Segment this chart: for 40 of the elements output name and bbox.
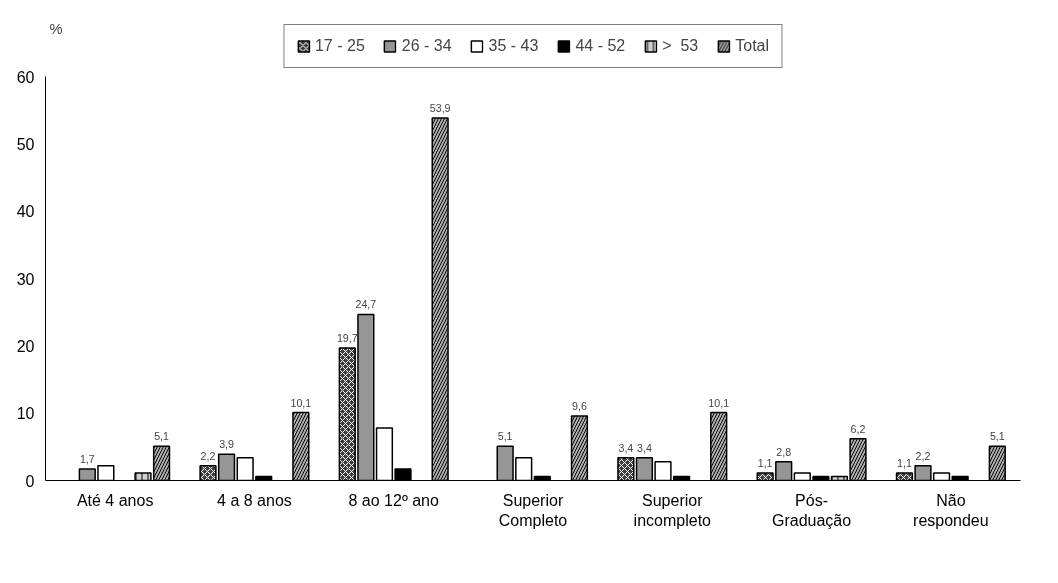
x-tick-label: 4 a 8 anos: [217, 491, 292, 509]
x-tick-label: Até 4 anos: [76, 491, 154, 509]
data-label: 2,2: [915, 449, 931, 462]
data-label: 2,8: [776, 445, 792, 458]
y-tick-label: 10: [16, 405, 35, 423]
data-label: 10,1: [708, 396, 730, 409]
data-label: 5,1: [989, 430, 1005, 443]
data-label: 3,4: [637, 441, 652, 454]
x-tick-label: Superior Completo: [498, 491, 568, 529]
y-tick-label: 0: [25, 472, 35, 490]
y-tick-label: 30: [16, 270, 35, 288]
data-label: 9,6: [572, 399, 587, 412]
x-tick-label: 8 ao 12º ano: [348, 491, 439, 509]
data-label: 53,9: [429, 102, 451, 115]
y-tick-label: 60: [16, 68, 35, 86]
data-label: 1,7: [79, 453, 95, 466]
data-label: 24,7: [355, 298, 377, 311]
legend-label: 44 - 52: [575, 37, 626, 55]
data-label: 5,1: [497, 430, 513, 443]
x-tick-label: Superior incompleto: [633, 491, 712, 529]
legend-label: 35 - 43: [488, 37, 539, 55]
legend-label: 17 - 25: [314, 37, 365, 55]
y-tick-label: 40: [16, 203, 35, 221]
data-label: 2,2: [200, 449, 216, 462]
data-label: 3,9: [219, 438, 235, 451]
x-tick-label: Não respondeu: [913, 491, 989, 529]
x-tick-label: Pós-Graduação: [771, 491, 852, 529]
data-label: 3,4: [618, 441, 634, 454]
legend-label: > 53: [662, 37, 699, 55]
y-tick-label: 50: [16, 136, 35, 154]
data-label: 1,1: [897, 457, 912, 470]
y-tick-label: 20: [16, 338, 35, 355]
data-label: 5,1: [154, 430, 170, 443]
legend-label: 26 - 34: [401, 37, 452, 55]
data-label: 19,7: [336, 332, 358, 345]
y-axis-title: %: [49, 20, 63, 37]
data-label: 1,1: [757, 457, 773, 470]
legend-label: Total: [735, 37, 770, 55]
data-label: 6,2: [850, 422, 866, 435]
data-label: 10,1: [290, 396, 312, 409]
